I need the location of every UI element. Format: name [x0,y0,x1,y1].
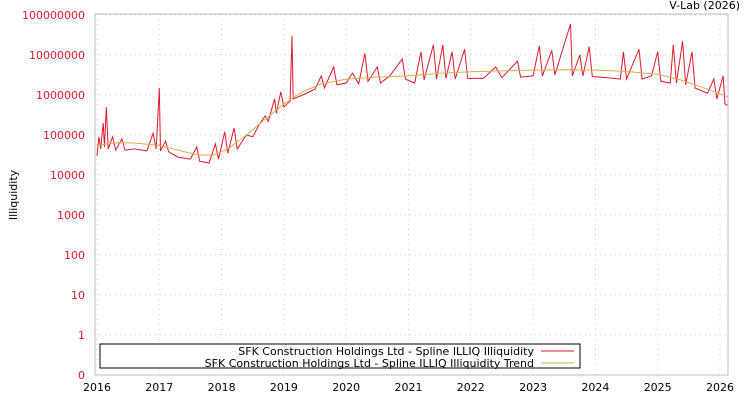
y-tick-label: 0 [78,369,85,382]
legend-box [99,343,581,369]
legend-label-trend: SFK Construction Holdings Ltd - Spline I… [205,357,534,370]
y-tick-label: 1 [78,329,85,342]
trend-line [96,69,728,156]
y-tick-label: 100 [64,249,85,262]
x-tick-label: 2026 [706,381,734,394]
x-tick-label: 2024 [581,381,609,394]
y-axis-label: Illiquidity [7,169,20,220]
y-tick-label: 100000 [43,129,85,142]
y-tick-label: 10000000 [29,49,85,62]
legend-label-illiquidity: SFK Construction Holdings Ltd - Spline I… [238,345,534,358]
y-tick-label: 10 [71,289,85,302]
credit-label: V-Lab (2026) [669,0,740,12]
y-tick-label: 100000000 [22,9,85,22]
illiquidity-line [96,23,728,164]
y-axis: 1000000001000000010000001000001000010001… [22,9,85,382]
series-lines [96,23,728,164]
x-tick-label: 2016 [83,381,111,394]
y-tick-label: 1000 [57,209,85,222]
x-tick-label: 2018 [208,381,236,394]
y-tick-label: 10000 [50,169,85,182]
x-axis: 2016 2017 2018 2019 2020 2021 2022 2023 2024 2025… [83,381,734,394]
x-tick-label: 2022 [457,381,485,394]
x-tick-label: 2023 [519,381,547,394]
x-tick-label: 2025 [644,381,672,394]
legend: SFK Construction Holdings Ltd - Spline I… [99,343,581,370]
plot-area [94,13,729,376]
x-tick-label: 2021 [395,381,423,394]
x-tick-label: 2017 [145,381,173,394]
x-tick-label: 2020 [332,381,360,394]
x-tick-label: 2019 [270,381,298,394]
y-tick-label: 1000000 [36,89,85,102]
